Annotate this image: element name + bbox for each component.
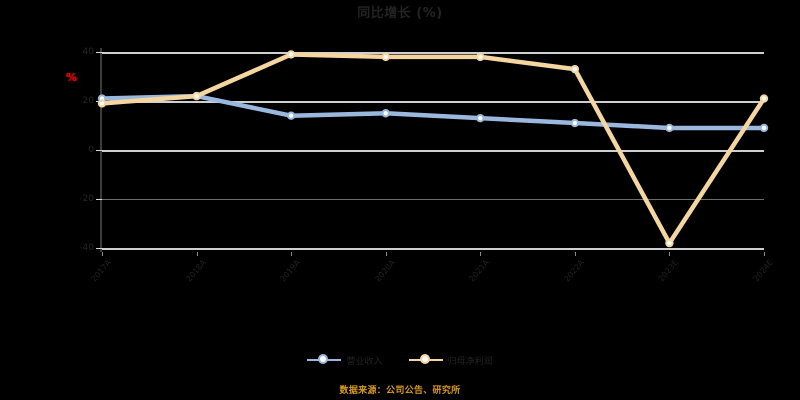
y-axis-label: % xyxy=(66,71,77,84)
x-tick-label: 2022A xyxy=(562,258,586,284)
x-tick-label: 2018A xyxy=(183,258,208,284)
x-tick-mark xyxy=(102,252,103,256)
y-tick-mark xyxy=(96,199,102,200)
x-tick-mark xyxy=(196,252,198,256)
y-tick-mark xyxy=(96,52,102,53)
gridline xyxy=(102,52,764,54)
legend-marker-net-profit-icon xyxy=(408,352,443,368)
x-tick-label: 2020A xyxy=(373,258,397,284)
legend-label-net-profit: 归母净利润 xyxy=(447,356,493,367)
x-tick-mark xyxy=(480,252,482,256)
y-tick-label: 20 xyxy=(82,96,94,106)
x-tick-label: 2019A xyxy=(278,258,303,284)
y-tick-mark xyxy=(96,248,102,249)
x-tick-label: 2023E xyxy=(657,258,681,284)
legend-label-revenue: 营业收入 xyxy=(346,356,383,367)
chart-title: 同比增长 (%) xyxy=(357,6,443,21)
x-tick-label: 2024E xyxy=(751,258,775,284)
y-tick-label: 0 xyxy=(88,145,94,155)
x-tick-mark xyxy=(764,252,765,256)
gridline xyxy=(102,101,764,103)
x-tick-mark xyxy=(574,252,576,256)
x-tick-mark xyxy=(669,252,671,256)
y-tick-mark xyxy=(96,150,102,151)
x-tick-label: 2021A xyxy=(467,258,492,284)
legend-item-net-profit[interactable]: 归母净利润 xyxy=(408,352,493,368)
chart-source-caption: 数据来源：公司公告、研究所 xyxy=(339,386,461,396)
gridline xyxy=(102,199,764,200)
x-tick-mark xyxy=(385,252,387,256)
y-tick-label: -20 xyxy=(79,194,94,204)
x-tick-mark xyxy=(291,252,293,256)
gridline xyxy=(102,248,764,250)
legend-marker-revenue-icon xyxy=(307,352,342,368)
gridline xyxy=(102,150,764,152)
y-tick-label: 40 xyxy=(82,47,94,57)
y-tick-label: -40 xyxy=(79,243,94,253)
x-tick-label: 2017A xyxy=(89,258,113,284)
chart-legend: 营业收入 归母净利润 xyxy=(0,352,800,368)
legend-item-revenue[interactable]: 营业收入 xyxy=(307,352,383,368)
plot-area xyxy=(102,52,764,250)
y-tick-mark xyxy=(96,101,102,102)
